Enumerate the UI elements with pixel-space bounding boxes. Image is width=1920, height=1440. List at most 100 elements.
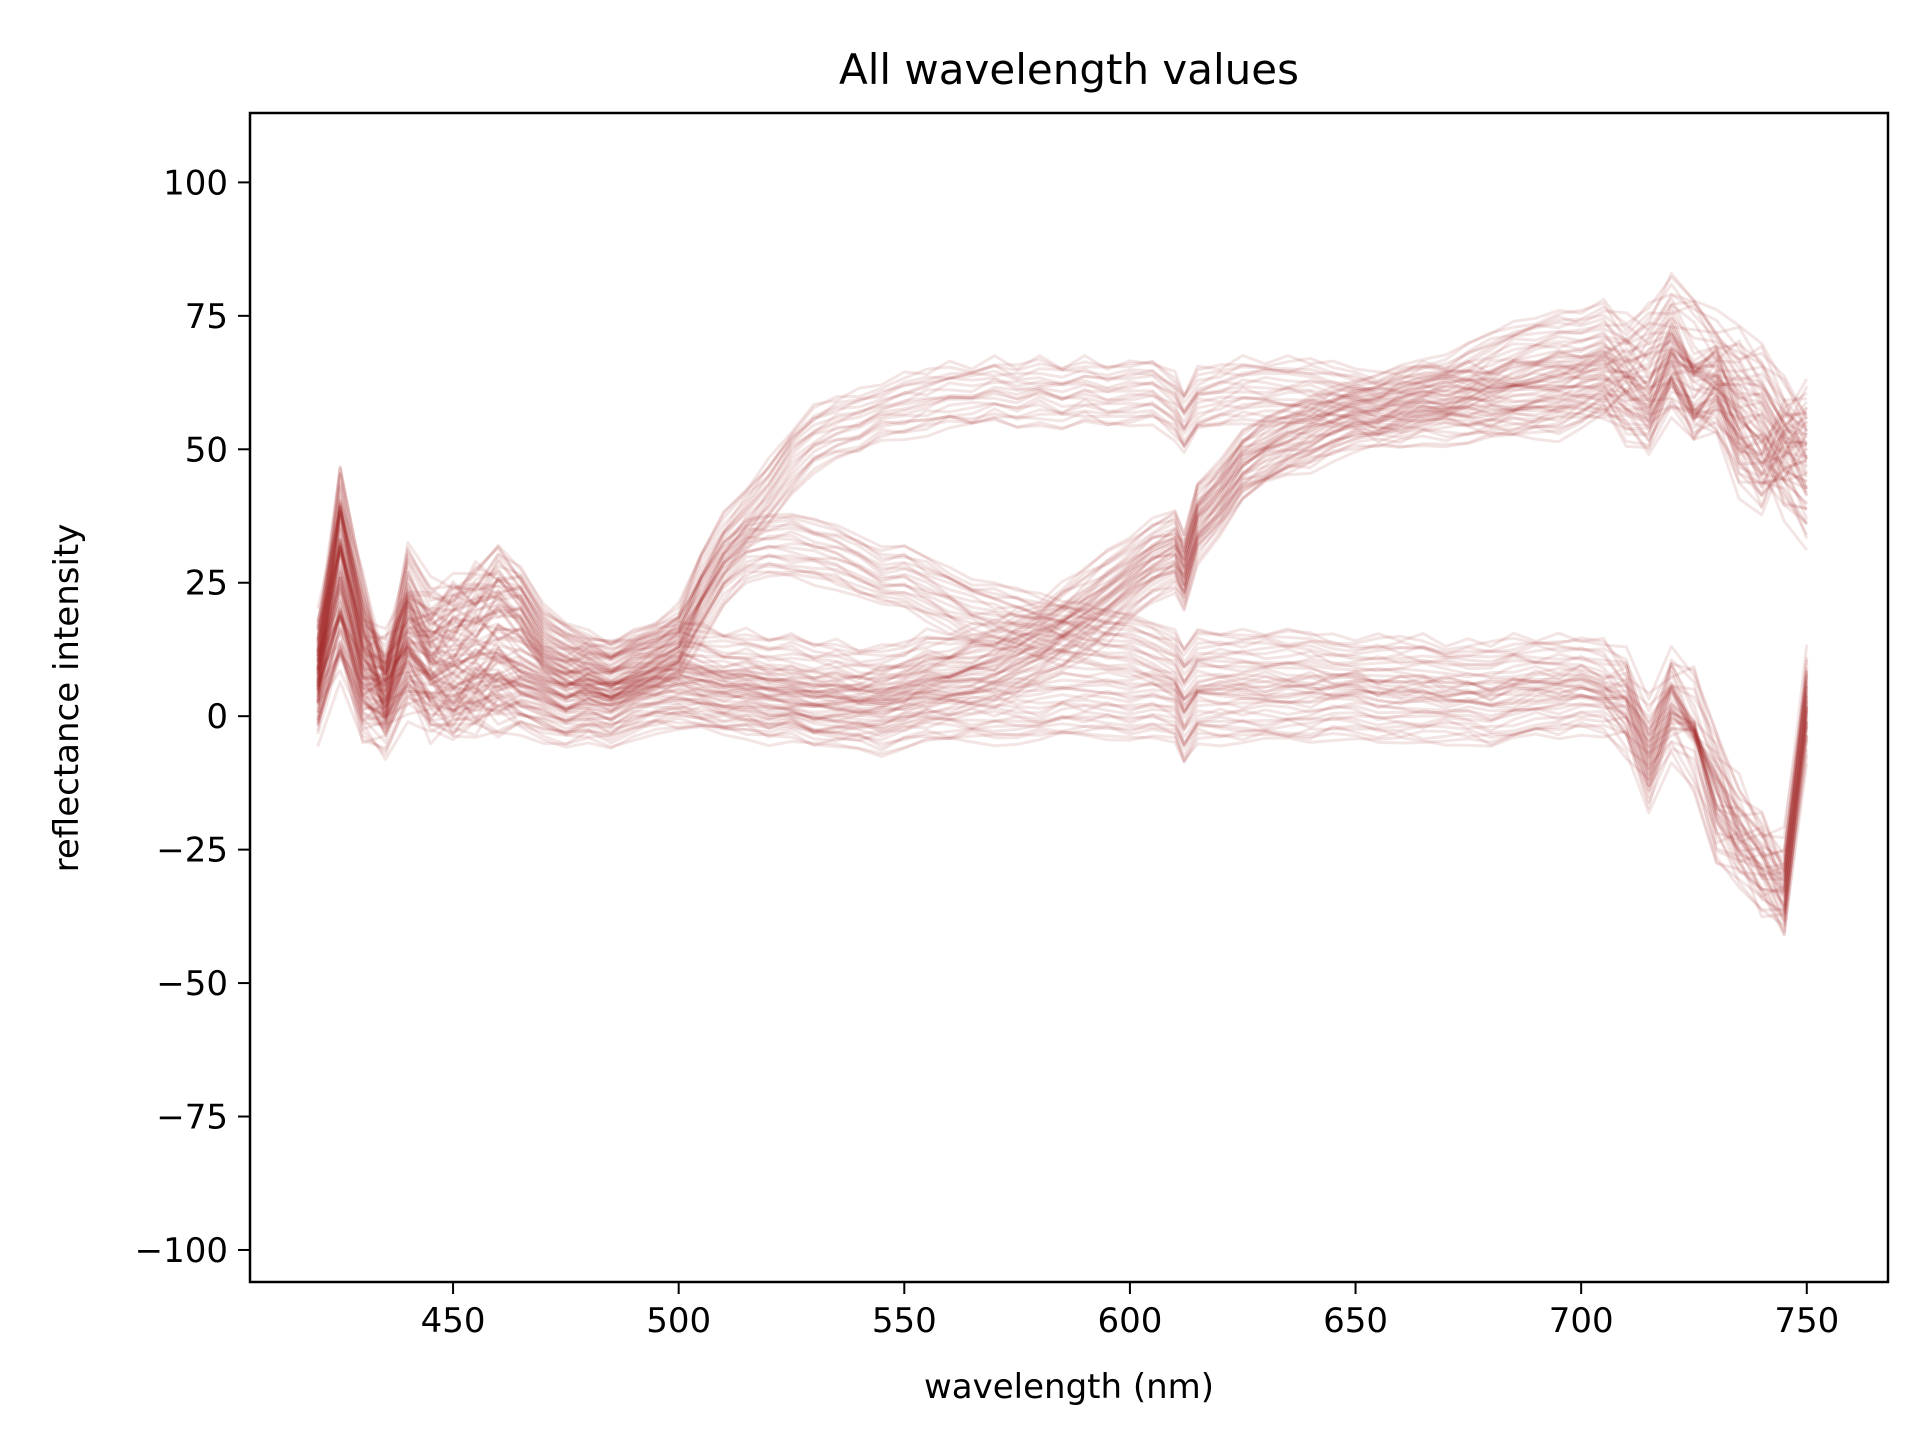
series-line-3-trace-11 — [316, 304, 1808, 688]
x-tick-label: 650 — [1323, 1301, 1388, 1341]
series-line-5-trace-14 — [316, 609, 1809, 915]
series-line-2-trace-18 — [316, 510, 1809, 877]
series-line-2-trace-5 — [316, 553, 1809, 891]
series-line-2-trace-14 — [316, 534, 1809, 858]
series-line-4-trace-15 — [316, 365, 1808, 710]
x-axis-ticks: 450 500 550 600 650 700 750 — [421, 1282, 1839, 1341]
series-line-5-trace-11 — [316, 652, 1809, 898]
series-line-1-trace-11 — [316, 360, 1809, 685]
series-line-1-trace-18 — [316, 348, 1808, 687]
series-line-2-trace-9 — [316, 523, 1809, 893]
series-line-3-trace-17 — [316, 293, 1808, 683]
series-line-2-trace-17 — [316, 504, 1809, 872]
plot-frame — [248, 111, 1890, 1284]
series-line-4-trace-4 — [316, 376, 1809, 735]
series-line-5-trace-3 — [316, 643, 1809, 912]
series-line-5-trace-10 — [316, 625, 1809, 893]
series-line-5-trace-13 — [316, 648, 1809, 907]
y-tick-label: −25 — [156, 831, 228, 871]
series-line-1-trace-17 — [316, 355, 1807, 682]
series-line-2-trace-11 — [316, 511, 1809, 897]
series-line-5-trace-5 — [316, 645, 1809, 928]
series-line-1-trace-12 — [316, 358, 1808, 691]
x-tick-label: 700 — [1549, 1301, 1614, 1341]
series-line-4-trace-21 — [316, 322, 1809, 683]
y-tick-label: 75 — [185, 297, 228, 337]
series-line-2-trace-15 — [316, 503, 1809, 860]
series-line-2-trace-21 — [316, 511, 1809, 840]
series-line-5-trace-9 — [316, 651, 1809, 907]
x-tick-label: 450 — [421, 1301, 486, 1341]
series-line-1-trace-10 — [316, 354, 1807, 697]
series-line-3-trace-14 — [316, 321, 1809, 693]
series-line-2-trace-4 — [316, 539, 1809, 909]
y-tick-label: 25 — [185, 564, 228, 604]
series-line-5-trace-19 — [316, 612, 1809, 870]
series-line-2-trace-13 — [316, 505, 1809, 865]
series-line-3-trace-2 — [316, 333, 1808, 729]
series-line-3-trace-7 — [316, 309, 1809, 700]
series-line-5-trace-7 — [316, 648, 1809, 936]
series-line-3-trace-12 — [316, 296, 1809, 690]
y-tick-label: 100 — [163, 163, 228, 203]
series-line-1-trace-21 — [316, 337, 1809, 675]
series-line-1-trace-9 — [316, 377, 1808, 709]
series-line-1-trace-20 — [316, 337, 1808, 684]
series-line-3-trace-9 — [316, 337, 1808, 693]
series-line-2-trace-12 — [316, 542, 1809, 883]
series-line-1-trace-3 — [316, 387, 1808, 707]
series-line-3-trace-18 — [316, 303, 1808, 671]
series-line-1-trace-7 — [316, 380, 1808, 723]
series-line-4-trace-20 — [316, 345, 1808, 686]
series-line-3-trace-5 — [316, 347, 1809, 717]
series-line-4-trace-13 — [316, 352, 1809, 721]
series-line-4-trace-11 — [316, 375, 1809, 714]
chart-title: All wavelength values — [839, 45, 1299, 94]
series-line-5-trace-18 — [316, 610, 1809, 878]
series-line-4-trace-12 — [316, 349, 1809, 720]
series-line-4-trace-9 — [316, 374, 1808, 718]
series-line-3-trace-4 — [316, 340, 1809, 725]
series-line-3-trace-15 — [316, 303, 1808, 694]
series-line-1-trace-2 — [316, 384, 1808, 703]
series-line-1-trace-15 — [316, 340, 1808, 675]
series-line-4-trace-8 — [316, 359, 1808, 722]
x-tick-label: 750 — [1774, 1301, 1839, 1341]
series-line-1-trace-6 — [316, 366, 1809, 723]
y-tick-label: 0 — [206, 697, 228, 737]
series-line-3-trace-10 — [316, 331, 1807, 689]
y-tick-label: −50 — [156, 964, 228, 1004]
series-line-2-trace-6 — [316, 542, 1809, 877]
series-lines — [316, 271, 1809, 937]
series-line-4-trace-3 — [316, 377, 1809, 744]
series-line-4-trace-22 — [316, 328, 1808, 681]
series-line-5-trace-4 — [316, 669, 1809, 919]
series-line-5-trace-2 — [316, 680, 1809, 918]
series-line-5-trace-15 — [316, 640, 1809, 912]
series-line-3-trace-8 — [316, 316, 1807, 701]
series-line-4-trace-6 — [316, 396, 1809, 728]
series-line-5-trace-6 — [316, 654, 1809, 937]
series-line-5-trace-16 — [316, 608, 1809, 899]
series-line-4-trace-1 — [316, 406, 1808, 757]
series-line-2-trace-3 — [316, 566, 1809, 921]
series-line-5-trace-17 — [316, 627, 1809, 882]
series-line-1-trace-5 — [316, 378, 1808, 719]
series-line-3-trace-6 — [316, 332, 1809, 705]
series-line-4-trace-19 — [316, 349, 1809, 689]
series-line-2-trace-20 — [316, 495, 1809, 857]
series-line-5-trace-12 — [316, 615, 1809, 895]
series-line-2-trace-1 — [316, 570, 1809, 914]
y-tick-label: −100 — [135, 1231, 228, 1271]
series-line-2-trace-19 — [316, 508, 1809, 872]
series-line-3-trace-3 — [316, 321, 1808, 730]
series-line-1-trace-8 — [316, 372, 1808, 718]
x-tick-label: 600 — [1097, 1301, 1162, 1341]
series-line-4-trace-14 — [316, 369, 1809, 718]
series-line-4-trace-5 — [316, 397, 1808, 734]
series-line-2-trace-2 — [316, 539, 1809, 923]
series-line-2-trace-7 — [316, 537, 1809, 878]
series-line-3-trace-21 — [316, 271, 1809, 660]
